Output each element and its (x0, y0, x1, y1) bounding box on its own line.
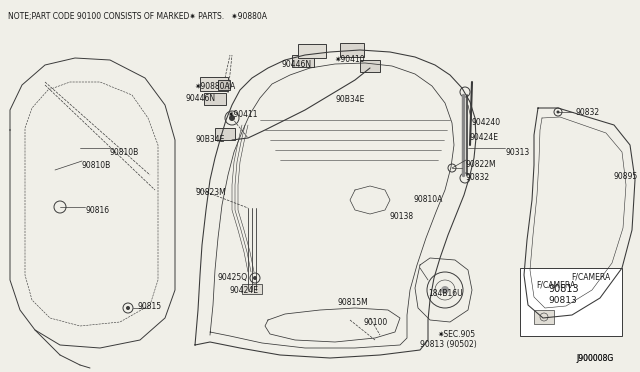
Text: 90815: 90815 (138, 302, 162, 311)
Text: 90832: 90832 (466, 173, 490, 182)
Text: 90810B: 90810B (110, 148, 140, 157)
Text: NOTE;PART CODE 90100 CONSISTS OF MARKED✷ PARTS.   ✷90880A: NOTE;PART CODE 90100 CONSISTS OF MARKED✷… (8, 12, 267, 21)
Text: 90816: 90816 (86, 206, 110, 215)
Text: 90425Q: 90425Q (218, 273, 248, 282)
Text: 90813: 90813 (548, 296, 577, 305)
Text: ✷SEC.905: ✷SEC.905 (438, 330, 476, 339)
Bar (204, 93, 226, 105)
Bar (292, 55, 314, 67)
Bar (360, 60, 380, 72)
Text: 90138: 90138 (390, 212, 414, 221)
Text: 90446N: 90446N (281, 60, 311, 69)
Text: 90446N: 90446N (185, 94, 215, 103)
Text: 90313: 90313 (505, 148, 529, 157)
Text: ✷90880AA: ✷90880AA (195, 82, 236, 91)
Text: 184B16U: 184B16U (428, 289, 463, 298)
Bar (534, 310, 554, 324)
Text: 90895: 90895 (614, 172, 638, 181)
Circle shape (126, 306, 130, 310)
Circle shape (229, 115, 235, 121)
Text: F/CAMERA: F/CAMERA (536, 281, 575, 290)
Text: 90815M: 90815M (337, 298, 368, 307)
Text: J900008G: J900008G (576, 354, 613, 363)
Text: 90810B: 90810B (82, 161, 111, 170)
Circle shape (441, 286, 449, 294)
Text: 90B34E: 90B34E (195, 135, 225, 144)
Text: 90B34E: 90B34E (335, 95, 364, 104)
Text: 90813 (90502): 90813 (90502) (420, 340, 477, 349)
Text: 90823M: 90823M (196, 188, 227, 197)
Text: ✷90410: ✷90410 (335, 55, 365, 64)
Bar (200, 77, 228, 91)
Bar (298, 44, 326, 58)
Text: ✷90411: ✷90411 (228, 110, 259, 119)
Bar (242, 284, 262, 294)
Text: 90100: 90100 (363, 318, 387, 327)
Bar (215, 128, 235, 140)
Text: 90813: 90813 (548, 284, 579, 294)
Text: 904240: 904240 (472, 118, 501, 127)
Bar (520, 268, 622, 336)
Text: 90822M: 90822M (466, 160, 497, 169)
Circle shape (557, 110, 559, 113)
Text: 90424E: 90424E (230, 286, 259, 295)
Bar (218, 80, 230, 90)
Circle shape (253, 276, 257, 280)
Text: 90832: 90832 (575, 108, 599, 117)
Text: 90424E: 90424E (470, 133, 499, 142)
Text: F/CAMERA: F/CAMERA (571, 272, 611, 281)
Text: 90810A: 90810A (413, 195, 442, 204)
Text: J900008G: J900008G (576, 354, 613, 363)
Bar (340, 43, 364, 57)
